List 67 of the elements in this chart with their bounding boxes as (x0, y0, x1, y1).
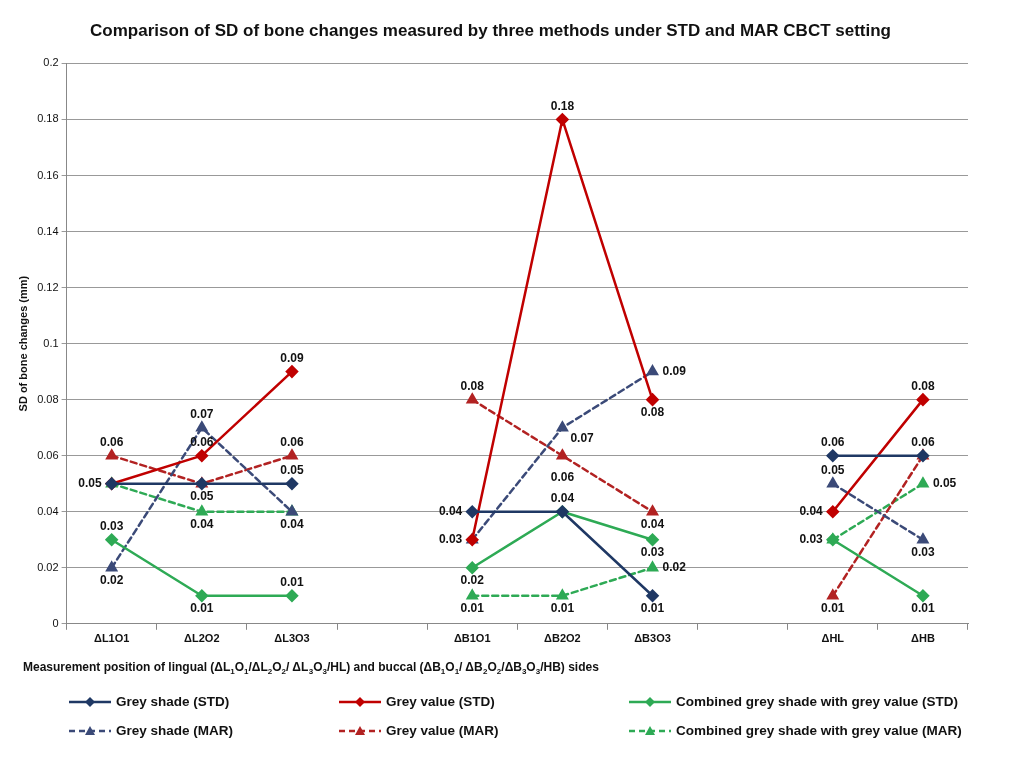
x-tick-label: ΔB2O2 (544, 632, 581, 645)
legend-label: Grey shade (MAR) (116, 723, 234, 738)
data-label: 0.08 (460, 378, 485, 393)
data-label: 0.01 (190, 601, 214, 616)
data-label: 0.06 (550, 469, 575, 484)
legend-label: Combined grey shade with grey value (STD) (676, 694, 959, 709)
y-tick-label: 0.16 (37, 168, 59, 181)
data-label: 0.06 (190, 434, 214, 449)
y-tick-label: 0 (52, 616, 59, 629)
data-label: 0.18 (550, 98, 575, 113)
data-label: 0.04 (640, 517, 665, 532)
data-label: 0.05 (280, 463, 304, 478)
y-tick-label: 0.14 (37, 224, 59, 237)
x-tick-label: ΔL3O3 (274, 632, 310, 645)
y-tick-label: 0.08 (37, 392, 59, 405)
data-label: 0.06 (100, 434, 124, 449)
data-label: 0.03 (911, 545, 935, 560)
data-label: 0.08 (911, 378, 935, 393)
legend-label: Grey value (STD) (386, 694, 495, 709)
data-label: 0.08 (640, 404, 665, 419)
y-tick-label: 0.12 (37, 280, 59, 293)
legend-label: Grey value (MAR) (386, 723, 499, 738)
data-label: 0.01 (640, 601, 665, 616)
y-tick-label: 0.18 (37, 112, 59, 125)
data-label: 0.06 (911, 434, 935, 449)
data-label: 0.01 (911, 601, 935, 616)
data-label: 0.01 (280, 575, 304, 590)
x-tick-label: ΔB1O1 (453, 632, 491, 645)
data-label: 0.01 (550, 601, 575, 616)
data-label: 0.01 (460, 601, 485, 616)
data-label: 0.03 (640, 545, 665, 560)
data-label: 0.03 (438, 532, 463, 547)
data-label: 0.02 (460, 573, 485, 588)
data-label: 0.07 (570, 430, 595, 445)
y-tick-label: 0.04 (37, 504, 59, 517)
y-tick-label: 0.1 (43, 336, 59, 349)
data-label: 0.05 (190, 489, 214, 504)
y-tick-label: 0.02 (37, 560, 59, 573)
data-label: 0.04 (190, 517, 214, 532)
x-tick-label: ΔHB (911, 632, 935, 645)
data-label: 0.09 (280, 350, 304, 365)
y-tick-label: 0.06 (37, 448, 59, 461)
legend-label: Combined grey shade with grey value (MAR) (676, 723, 962, 738)
legend-label: Grey shade (STD) (116, 694, 230, 709)
x-tick-label: ΔL1O1 (93, 632, 130, 645)
data-label: 0.02 (100, 573, 124, 588)
data-label: 0.05 (78, 476, 102, 491)
data-label: 0.03 (100, 519, 124, 534)
x-tick-label: ΔHL (821, 632, 845, 645)
data-label: 0.03 (799, 532, 824, 547)
y-axis-title: SD of bone changes (mm) (16, 275, 29, 412)
data-label: 0.09 (662, 363, 687, 378)
data-label: 0.04 (438, 504, 463, 519)
data-label: 0.01 (821, 601, 845, 616)
data-label: 0.04 (799, 504, 824, 519)
x-tick-label: ΔL2O2 (184, 632, 220, 645)
data-label: 0.02 (662, 560, 687, 575)
x-tick-label: ΔB3O3 (634, 632, 671, 645)
y-tick-label: 0.2 (43, 56, 59, 69)
chart-title: Comparison of SD of bone changes measured by three methods under STD and MAR CBCT setting (90, 20, 891, 40)
data-label: 0.05 (821, 463, 845, 478)
data-label: 0.04 (280, 517, 304, 532)
data-label: 0.07 (190, 406, 214, 421)
data-label: 0.06 (821, 434, 845, 449)
data-label: 0.05 (932, 476, 957, 491)
data-label: 0.04 (550, 491, 575, 506)
data-label: 0.06 (280, 434, 304, 449)
